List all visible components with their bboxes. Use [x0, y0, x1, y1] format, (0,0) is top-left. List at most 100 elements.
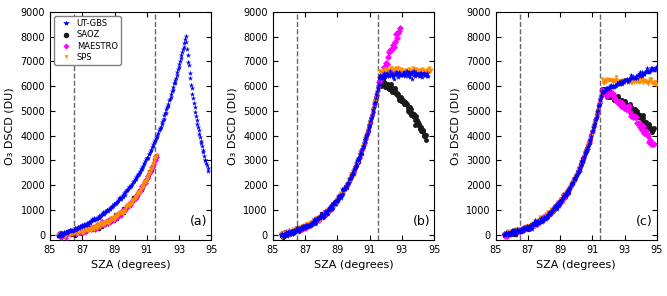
Point — [578, 157, 588, 162]
Point — [304, 222, 315, 227]
Point — [563, 190, 574, 195]
Point — [147, 164, 158, 169]
Point — [572, 171, 582, 176]
Point — [350, 166, 361, 171]
Point — [547, 207, 558, 212]
Point — [579, 154, 590, 158]
Point — [407, 77, 418, 81]
Point — [298, 225, 309, 230]
Point — [578, 156, 589, 160]
Point — [614, 101, 625, 105]
Point — [336, 192, 346, 197]
Point — [645, 137, 656, 142]
Point — [53, 232, 64, 237]
Point — [592, 112, 603, 116]
Point — [616, 100, 626, 105]
Point — [89, 226, 99, 231]
Point — [103, 206, 114, 211]
Point — [356, 149, 366, 154]
Point — [562, 187, 573, 192]
Point — [315, 216, 325, 221]
Point — [634, 115, 645, 120]
Point — [418, 68, 428, 73]
Point — [344, 179, 355, 184]
Point — [400, 74, 410, 78]
Point — [530, 222, 541, 226]
Point — [565, 184, 576, 189]
Point — [419, 70, 430, 75]
Point — [590, 121, 600, 126]
Point — [521, 226, 532, 230]
Point — [520, 225, 530, 230]
Point — [304, 221, 315, 225]
Point — [620, 77, 631, 82]
Point — [68, 231, 79, 235]
Point — [591, 113, 602, 118]
Point — [127, 198, 138, 202]
Point — [284, 232, 295, 237]
Point — [105, 219, 115, 223]
Point — [283, 231, 293, 236]
Point — [110, 215, 121, 220]
Point — [71, 227, 81, 232]
Point — [331, 199, 342, 203]
Point — [406, 72, 417, 76]
Point — [550, 204, 560, 209]
Point — [338, 186, 349, 191]
Point — [296, 227, 307, 232]
Point — [71, 231, 81, 236]
Point — [319, 210, 330, 215]
Point — [359, 141, 370, 145]
Point — [352, 162, 362, 167]
Point — [604, 92, 614, 96]
Point — [578, 157, 588, 162]
Point — [334, 194, 345, 199]
Point — [137, 184, 148, 189]
Point — [411, 71, 422, 75]
Point — [370, 103, 380, 108]
Point — [351, 161, 362, 165]
Point — [167, 88, 178, 93]
Point — [141, 177, 152, 182]
Point — [530, 223, 541, 227]
Point — [305, 221, 316, 226]
Point — [360, 133, 371, 138]
Point — [542, 213, 552, 218]
Point — [581, 148, 592, 153]
Point — [58, 234, 69, 239]
Point — [334, 194, 345, 199]
Point — [556, 200, 567, 205]
Point — [500, 232, 511, 237]
Point — [99, 220, 109, 225]
Point — [606, 83, 616, 88]
Point — [195, 139, 206, 144]
Point — [313, 215, 323, 220]
Point — [326, 207, 337, 212]
Point — [338, 188, 348, 192]
Point — [410, 68, 421, 73]
Point — [103, 221, 114, 225]
Point — [150, 157, 161, 162]
Point — [171, 73, 182, 77]
Point — [560, 191, 571, 196]
Point — [530, 221, 541, 226]
Point — [544, 212, 554, 216]
Point — [59, 230, 69, 235]
Point — [618, 80, 629, 84]
Point — [368, 107, 379, 111]
Point — [544, 211, 555, 215]
Point — [551, 202, 562, 207]
Point — [314, 218, 325, 222]
Point — [355, 151, 366, 155]
Point — [622, 80, 633, 85]
Point — [390, 88, 401, 92]
Point — [185, 76, 195, 81]
Point — [352, 157, 363, 162]
Point — [109, 218, 119, 222]
Point — [88, 218, 99, 223]
Point — [295, 226, 306, 231]
Point — [292, 228, 303, 232]
Point — [121, 205, 132, 210]
Point — [319, 210, 329, 215]
Point — [295, 226, 305, 231]
